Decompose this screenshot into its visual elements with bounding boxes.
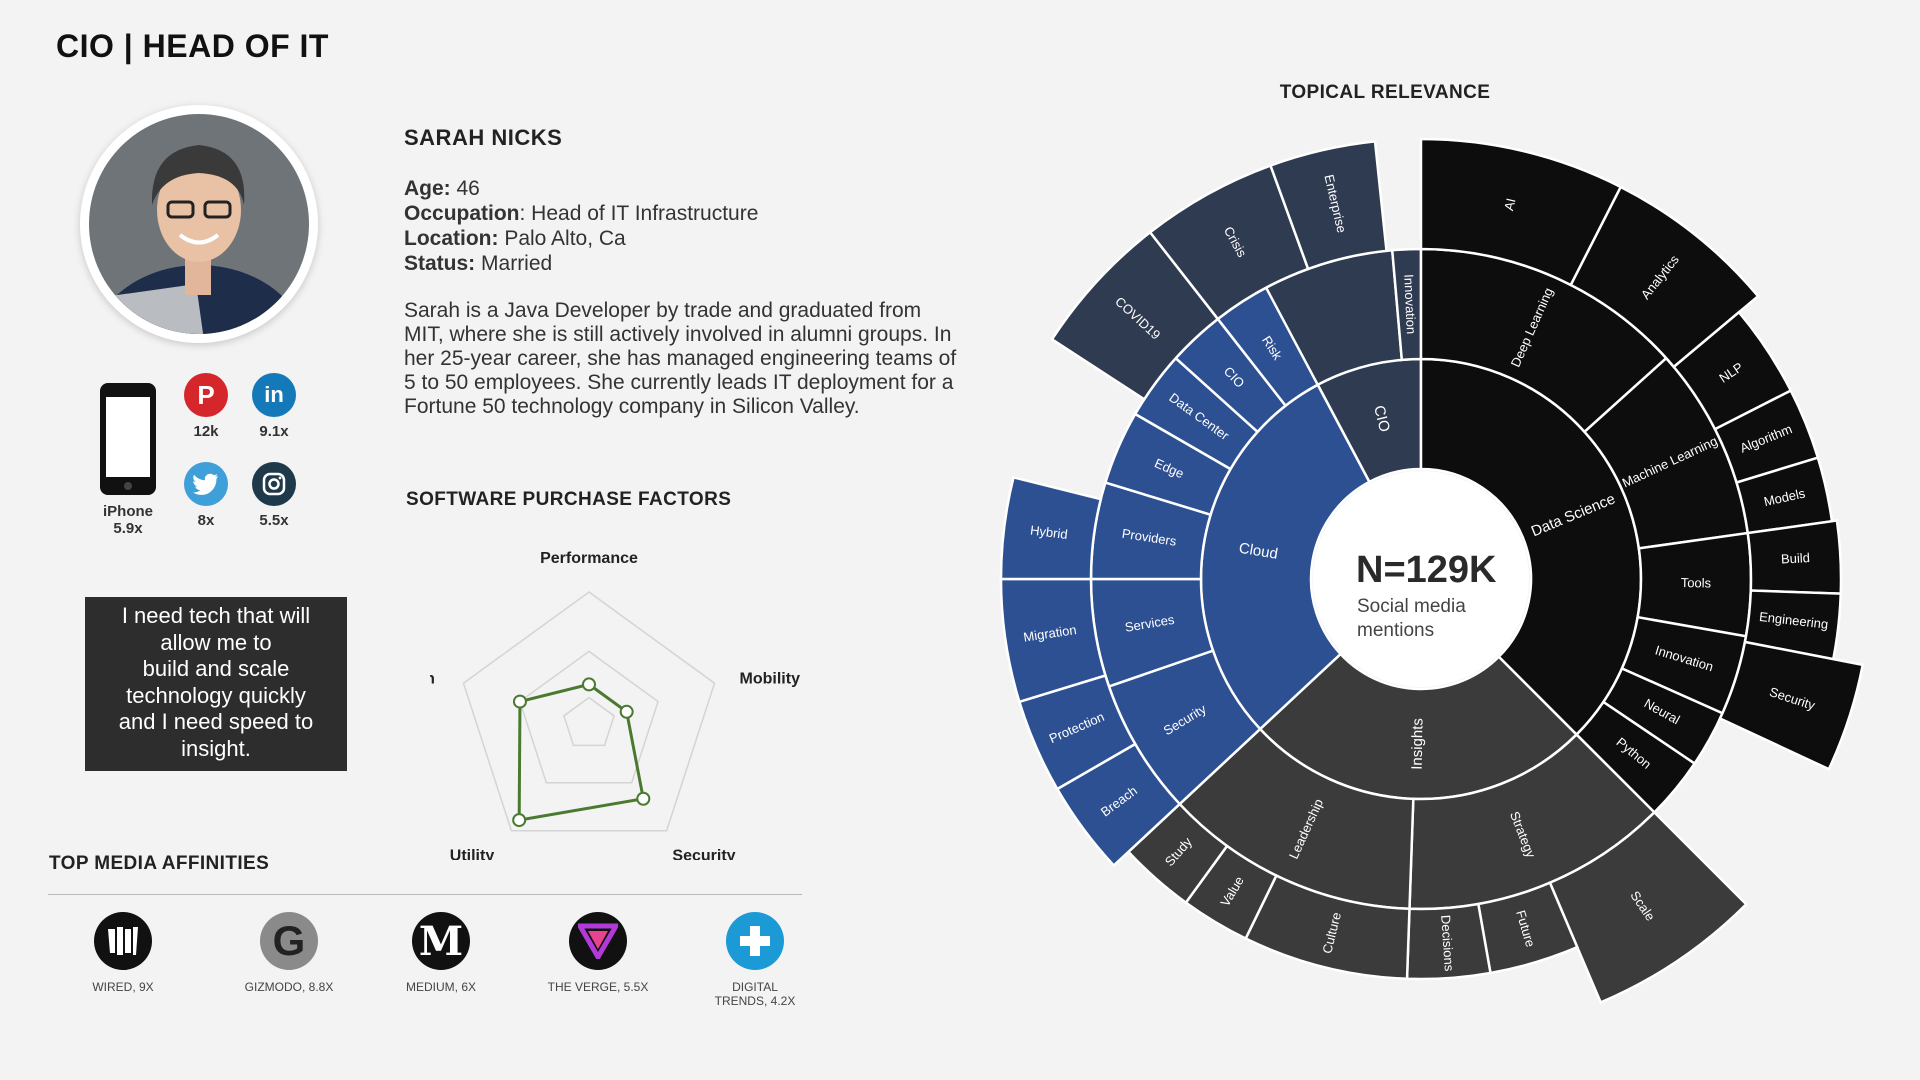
sunburst-label: Tools <box>1681 575 1712 591</box>
divider <box>48 894 802 895</box>
sunburst-label: AI <box>1501 197 1518 212</box>
radar-grid-ring <box>519 650 659 784</box>
device-value: 5.9x <box>113 520 143 537</box>
avatar-photo <box>89 114 309 334</box>
radar-axis-label: Design <box>430 670 435 687</box>
page-title: CIO | HEAD OF IT <box>56 28 329 64</box>
radar-grid-ring <box>563 696 615 747</box>
media-item-the-verge[interactable]: THE VERGE, 5.5x <box>533 912 663 994</box>
radar-point <box>582 677 596 692</box>
sunburst-label: Hybrid <box>1029 523 1068 542</box>
the-verge-icon <box>569 912 627 970</box>
twitter-value: 8x <box>197 512 215 529</box>
occupation-label: Occupation <box>404 202 520 225</box>
media-label: GIZMODO, 8.8x <box>244 980 334 994</box>
pinterest-icon: P <box>184 373 228 417</box>
media-item-medium[interactable]: M MEDIUM, 6x <box>376 912 506 994</box>
radar-point <box>512 813 527 828</box>
status-value: Married <box>475 252 553 275</box>
media-label: WIRED, 9x <box>92 980 154 994</box>
radar-series-line <box>517 682 646 822</box>
location-value: Palo Alto, Ca <box>498 227 626 250</box>
linkedin-icon: in <box>252 373 296 417</box>
sunburst-center-caption: Social media <box>1357 596 1466 617</box>
radar-axis-label: Mobility <box>740 670 801 687</box>
sunburst-center <box>1313 471 1529 687</box>
medium-icon: M <box>412 912 470 970</box>
gizmodo-icon: G <box>260 912 318 970</box>
linkedin-value: 9.1x <box>259 423 289 440</box>
radar-axis-label: Performance <box>540 550 638 567</box>
media-item-wired[interactable]: WIRED, 9x <box>58 912 188 994</box>
sunburst-label: Build <box>1781 550 1811 566</box>
instagram-icon <box>252 462 296 506</box>
sunburst-segment-hybrid[interactable] <box>999 475 1103 581</box>
age-row: Age: 46 <box>404 176 758 201</box>
topical-relevance-title: TOPICAL RELEVANCE <box>1279 82 1491 103</box>
radar-point <box>636 791 651 806</box>
social-instagram: 5.5x <box>248 462 300 529</box>
persona-quote: I need tech that will allow me to build … <box>85 597 347 771</box>
phone-icon <box>100 383 156 495</box>
avatar <box>80 105 318 343</box>
location-row: Location: Palo Alto, Ca <box>404 226 758 251</box>
radar-axis-label: Utility <box>450 848 495 860</box>
media-label: THE VERGE, 5.5x <box>547 980 649 994</box>
software-purchase-factors-title: SOFTWARE PURCHASE FACTORS <box>406 489 732 510</box>
radar-grid-ring <box>462 591 716 832</box>
radar-point <box>512 694 527 709</box>
software-purchase-factors-radar: Performance Mobility Security Utility Design <box>430 550 801 860</box>
persona-facts: Age: 46 Occupation: Head of IT Infrastru… <box>404 176 758 276</box>
digital-trends-icon <box>726 912 784 970</box>
social-twitter: 8x <box>180 462 232 529</box>
twitter-icon <box>184 462 228 506</box>
social-pinterest: P 12k <box>180 373 232 440</box>
radar-axis-label: Security <box>672 848 735 860</box>
sunburst-label: Innovation <box>1401 274 1419 335</box>
persona-bio: Sarah is a Java Developer by trade and g… <box>404 299 957 418</box>
media-label: MEDIUM, 6x <box>405 980 476 994</box>
sunburst-label: Decisions <box>1438 914 1457 972</box>
media-item-gizmodo[interactable]: G GIZMODO, 8.8x <box>224 912 354 994</box>
sunburst-label: Cloud <box>1238 540 1279 563</box>
status-row: Status: Married <box>404 251 758 276</box>
sunburst-label: CIO <box>1370 404 1393 434</box>
persona-name: SARAH NICKS <box>404 125 563 150</box>
sunburst-segment-enterprise[interactable] <box>1268 140 1388 271</box>
sunburst-center-caption: mentions <box>1357 620 1434 641</box>
device-label: iPhone <box>102 503 153 520</box>
sunburst-label: Insights <box>1409 718 1427 770</box>
wired-icon <box>94 912 152 970</box>
sunburst-segment-analytics[interactable] <box>1569 185 1760 369</box>
media-item-digital-trends[interactable]: DIGITAL TRENDS, 4.2x <box>690 912 820 1008</box>
media-affinities-title: TOP MEDIA AFFINITIES <box>49 853 270 874</box>
status-label: Status: <box>404 252 476 275</box>
media-label: DIGITAL TRENDS, 4.2x <box>714 980 796 1008</box>
pinterest-value: 12k <box>193 423 219 440</box>
age-value: 46 <box>450 177 480 200</box>
sunburst-center-value: N=129K <box>1356 549 1497 591</box>
age-label: Age: <box>404 177 451 200</box>
device-iphone: iPhone 5.9x <box>88 381 168 537</box>
sunburst-segment-security[interactable] <box>1718 640 1865 771</box>
social-linkedin: in 9.1x <box>248 373 300 440</box>
occupation-row: Occupation: Head of IT Infrastructure <box>404 201 758 226</box>
instagram-value: 5.5x <box>259 512 289 529</box>
occupation-value: : Head of IT Infrastructure <box>519 202 759 225</box>
location-label: Location: <box>404 227 499 250</box>
radar-point <box>619 704 634 719</box>
